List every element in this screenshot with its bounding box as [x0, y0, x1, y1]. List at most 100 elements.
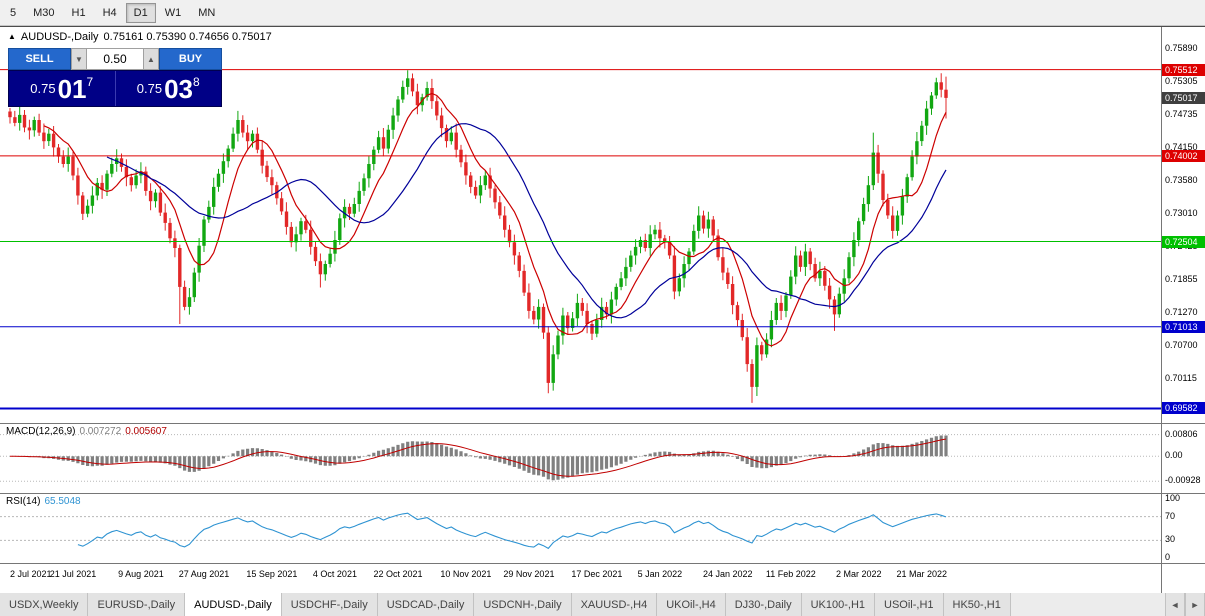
price-axis-label: 0.74735 — [1165, 109, 1198, 120]
tabs-container: USDX,Weekly EURUSD-,Daily AUDUSD-,Daily USD… — [0, 593, 1011, 616]
main-chart-svg — [0, 69, 1161, 410]
timeframe-toolbar: 5 M30 H1 H4 D1 W1 MN — [0, 0, 1205, 26]
hline-price-badge: 0.75512 — [1162, 63, 1205, 76]
price-axis-label: 0.71855 — [1165, 273, 1198, 284]
trade-prices-row: 0.75 01 7 0.75 03 8 — [8, 70, 222, 107]
chart-ohlc-values: 0.75161 0.75390 0.74656 0.75017 — [103, 31, 272, 43]
tabs-scroll-left-button[interactable]: ◄ — [1165, 593, 1185, 616]
timeframe-button-m30[interactable]: M30 — [25, 3, 62, 23]
axis-separator — [1162, 493, 1205, 494]
chart-tab[interactable]: USDCNH-,Daily — [474, 593, 572, 616]
hline-price-badge: 0.71013 — [1162, 320, 1205, 333]
date-axis-label: 15 Sep 2021 — [246, 569, 298, 579]
axis-separator — [1162, 423, 1205, 424]
buy-price-pips: 03 — [164, 73, 194, 104]
rsi-panel[interactable]: RSI(14) 65.5048 — [0, 493, 1161, 563]
chart-workspace: ▲ AUDUSD-,Daily 0.75161 0.75390 0.74656 … — [0, 26, 1205, 593]
volume-decrease-button[interactable]: ▼ — [71, 48, 87, 70]
chart-tab[interactable]: EURUSD-,Daily — [88, 593, 186, 616]
rsi-axis-label: 30 — [1165, 534, 1176, 545]
chart-tab[interactable]: XAUUSD-,H4 — [571, 593, 658, 616]
date-axis-label: 29 Nov 2021 — [503, 569, 555, 579]
timeframe-button-mn[interactable]: MN — [190, 3, 223, 23]
hline-price-badge: 0.69582 — [1162, 402, 1205, 415]
date-axis-label: 22 Oct 2021 — [373, 569, 423, 579]
main-chart-panel[interactable]: ▲ AUDUSD-,Daily 0.75161 0.75390 0.74656 … — [0, 27, 1161, 423]
sell-price[interactable]: 0.75 01 7 — [9, 71, 116, 106]
chart-tab[interactable]: HK50-,H1 — [943, 593, 1011, 616]
axis-separator — [1162, 563, 1205, 564]
macd-svg — [0, 434, 1161, 482]
macd-panel[interactable]: MACD(12,26,9) 0.007272 0.005607 — [0, 423, 1161, 493]
date-axis-label: 24 Jan 2022 — [703, 569, 753, 579]
date-axis-label: 9 Aug 2021 — [118, 569, 164, 579]
chart-symbol-period: AUDUSD-,Daily — [20, 31, 99, 43]
rsi-label: RSI(14) — [6, 496, 41, 507]
buy-button[interactable]: BUY — [159, 48, 222, 70]
macd-signal-value: 0.005607 — [125, 426, 167, 437]
sell-button[interactable]: SELL — [8, 48, 71, 70]
chart-tab[interactable]: UK100-,H1 — [801, 593, 876, 616]
buy-price-point: 8 — [193, 75, 200, 89]
macd-label: MACD(12,26,9) — [6, 426, 76, 437]
price-axis-label: 0.71270 — [1165, 307, 1198, 318]
rsi-title: RSI(14) 65.5048 — [6, 496, 81, 507]
chart-tab[interactable]: USOil-,H1 — [875, 593, 944, 616]
price-axis-label: 0.70700 — [1165, 339, 1198, 350]
date-axis-label: 4 Oct 2021 — [312, 569, 357, 579]
date-axis-label: 5 Jan 2022 — [637, 569, 683, 579]
date-axis-label: 2 Jul 2021 — [10, 569, 52, 579]
rsi-axis-label: 0 — [1165, 552, 1171, 563]
sell-price-prefix: 0.75 — [30, 81, 56, 96]
timeframe-button-h1[interactable]: H1 — [64, 3, 94, 23]
chart-tab[interactable]: USDX,Weekly — [0, 593, 89, 616]
one-click-trade-panel: SELL ▼ ▲ BUY 0.75 01 7 0.75 — [8, 48, 222, 107]
date-axis-label: 10 Nov 2021 — [440, 569, 492, 579]
date-axis[interactable]: 2 Jul 2021 21 Jul 2021 9 Aug 2021 27 Aug 20… — [0, 563, 1161, 593]
trade-controls-row: SELL ▼ ▲ BUY — [8, 48, 222, 70]
timeframe-button-w1[interactable]: W1 — [157, 3, 190, 23]
chart-tab[interactable]: USDCHF-,Daily — [281, 593, 378, 616]
chart-tab[interactable]: UKOil-,H4 — [657, 593, 726, 616]
chart-tab-bar: USDX,Weekly EURUSD-,Daily AUDUSD-,Daily USD… — [0, 592, 1205, 616]
chart-tab[interactable]: AUDUSD-,Daily — [185, 593, 282, 616]
price-axis-label: 0.74150 — [1165, 142, 1198, 153]
date-axis-label: 27 Aug 2021 — [178, 569, 230, 579]
price-axis[interactable]: 0.75890 0.75305 0.74735 0.74150 0.73580 0.730… — [1161, 27, 1205, 593]
date-axis-label: 11 Feb 2022 — [765, 569, 816, 579]
rsi-value: 65.5048 — [44, 496, 81, 507]
macd-axis-label: 0.00 — [1165, 450, 1183, 461]
price-axis-label: 0.73010 — [1165, 207, 1198, 218]
buy-price-prefix: 0.75 — [136, 81, 163, 96]
date-axis-label: 21 Jul 2021 — [49, 569, 97, 579]
macd-axis-label: -0.00928 — [1165, 475, 1201, 486]
hline-price-badge: 0.74002 — [1162, 149, 1205, 162]
chart-tab[interactable]: DJ30-,Daily — [725, 593, 802, 616]
sell-price-point: 7 — [86, 75, 94, 89]
sell-price-pips: 01 — [57, 73, 87, 104]
tabs-navigation: ◄ ► — [1165, 593, 1205, 616]
timeframe-button-5[interactable]: 5 — [2, 3, 24, 23]
current-price-badge: 0.75017 — [1162, 91, 1205, 104]
chart-tab[interactable]: USDCAD-,Daily — [377, 593, 475, 616]
volume-increase-button[interactable]: ▲ — [143, 48, 159, 70]
date-axis-label: 2 Mar 2022 — [835, 569, 882, 579]
rsi-axis-label: 100 — [1165, 492, 1181, 503]
tabs-scroll-right-button[interactable]: ► — [1185, 593, 1205, 616]
chart-icon: ▲ — [8, 32, 16, 41]
chart-title: ▲ AUDUSD-,Daily 0.75161 0.75390 0.74656 … — [8, 31, 272, 43]
macd-value: 0.007272 — [79, 426, 122, 437]
date-axis-label: 21 Mar 2022 — [896, 569, 948, 579]
rsi-axis-label: 70 — [1165, 510, 1176, 521]
price-axis-label: 0.75890 — [1165, 43, 1198, 54]
macd-title: MACD(12,26,9) 0.007272 0.005607 — [6, 426, 167, 437]
volume-input[interactable] — [87, 48, 143, 70]
buy-price[interactable]: 0.75 03 8 — [116, 71, 222, 106]
price-axis-label: 0.70115 — [1165, 373, 1197, 384]
rsi-svg — [0, 512, 1161, 550]
date-axis-label: 17 Dec 2021 — [571, 569, 623, 579]
timeframe-button-d1[interactable]: D1 — [125, 2, 156, 23]
chart-column: ▲ AUDUSD-,Daily 0.75161 0.75390 0.74656 … — [0, 27, 1161, 593]
timeframe-button-h4[interactable]: H4 — [95, 3, 125, 23]
